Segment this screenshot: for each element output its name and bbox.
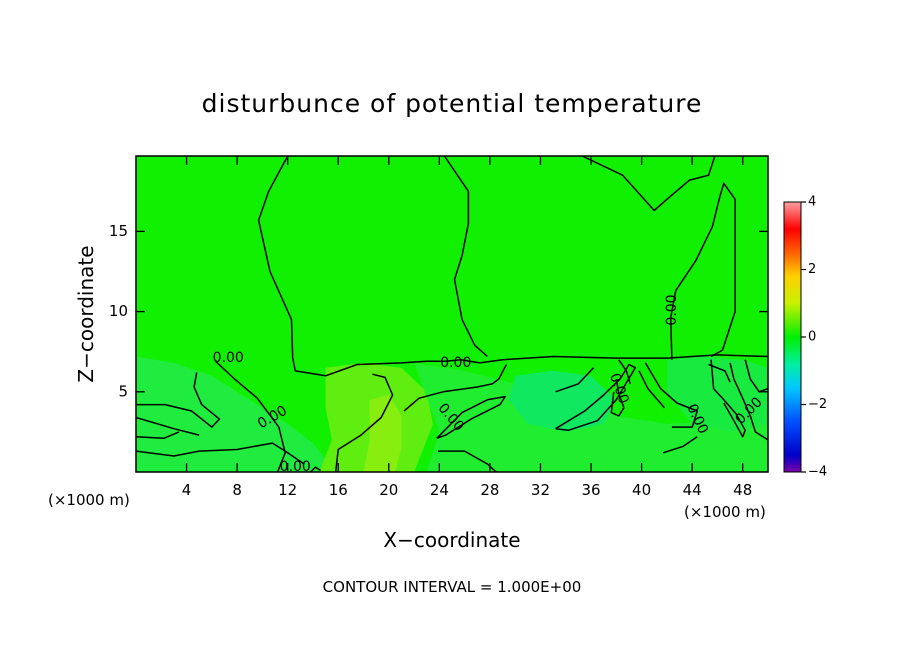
contour-line-5	[581, 156, 716, 212]
x-tick-label-44: 44	[683, 481, 702, 499]
colorbar: 4 2 0 −2 −4	[783, 195, 827, 480]
contour-line-21	[662, 436, 698, 454]
chart-title: disturbunce of potential temperature	[202, 89, 703, 118]
contour-line-18	[618, 359, 631, 385]
plot-frame	[135, 155, 769, 473]
x-tick-label-36: 36	[581, 481, 600, 499]
x-tick-label-4: 4	[182, 481, 192, 499]
y-tick-label-10: 10	[109, 302, 128, 320]
colorbar-tick-label-0: 4	[808, 195, 816, 210]
anomaly-region-1	[136, 356, 326, 472]
contour-line-11	[334, 373, 394, 472]
x-tick-label-16: 16	[329, 481, 348, 499]
anomaly-regions	[136, 356, 768, 472]
contour-label-4: 0.00	[440, 355, 471, 371]
contour-line-24	[744, 359, 768, 393]
x-tick-label-20: 20	[379, 481, 398, 499]
contour-line-19	[644, 362, 698, 428]
colorbar-tick-label-4: −4	[808, 465, 827, 480]
x-axis-label: X−coordinate	[383, 528, 520, 552]
contour-line-25	[708, 363, 731, 383]
contour-line-22	[710, 359, 746, 438]
plot-area: 0.000.000.000.000.000.000.000.00 0.00	[135, 155, 769, 475]
contour-line-3	[291, 354, 768, 377]
contour-line-14	[438, 450, 497, 472]
x-tick-label-24: 24	[430, 481, 449, 499]
contour-line-4	[443, 156, 488, 358]
x-tick-label-48: 48	[733, 481, 752, 499]
y-tick-label-15: 15	[109, 222, 128, 240]
x-tick-label-8: 8	[232, 481, 242, 499]
x-tick-label-28: 28	[480, 481, 499, 499]
x-tick-label-12: 12	[278, 481, 297, 499]
y-axis-label: Z−coordinate	[74, 245, 98, 382]
anomaly-region-3	[363, 395, 402, 472]
contour-line-20	[638, 370, 665, 409]
x-unit-left: (×1000 m)	[48, 491, 130, 509]
contour-label-6: 0.00	[664, 294, 680, 325]
y-axis-ticks: 5 10 15	[109, 222, 768, 400]
contour-line-12	[436, 395, 506, 440]
x-axis-ticks: 4 8 12 16 20 24 28 32 36 40 44 48	[182, 156, 752, 499]
contour-line-13	[403, 364, 508, 412]
contour-line-16	[555, 367, 595, 393]
contour-line-17	[610, 378, 625, 417]
x-tick-label-32: 32	[531, 481, 550, 499]
y-tick-label-5: 5	[118, 382, 128, 400]
anomaly-region-5	[508, 370, 617, 432]
anomaly-region-6	[666, 356, 768, 432]
x-unit-right: (×1000 m)	[684, 503, 766, 521]
contour-interval-label: CONTOUR INTERVAL = 1.000E+00	[323, 578, 582, 596]
contour-label-1: 0.00	[213, 350, 244, 366]
contour-line-10	[136, 442, 305, 465]
colorbar-tick-label-3: −2	[808, 397, 827, 412]
contour-line-8	[136, 416, 200, 436]
colorbar-tick-label-1: 2	[808, 262, 816, 277]
colorbar-scale	[783, 201, 802, 473]
contour-line-1	[215, 360, 286, 472]
colorbar-tick-label-2: 0	[808, 330, 816, 345]
contour-line-9	[136, 431, 180, 440]
contour-line-23	[729, 362, 768, 441]
contour-line-6	[669, 182, 736, 360]
contour-line-15	[555, 363, 637, 432]
colorbar-ticks: 4 2 0 −2 −4	[801, 195, 827, 480]
contour-label-3: 0.00	[280, 459, 311, 475]
contour-lines	[136, 156, 768, 472]
x-tick-label-40: 40	[632, 481, 651, 499]
contour-line-7	[136, 372, 221, 428]
contour-line-2	[257, 156, 294, 359]
contour-line-26	[309, 466, 321, 472]
